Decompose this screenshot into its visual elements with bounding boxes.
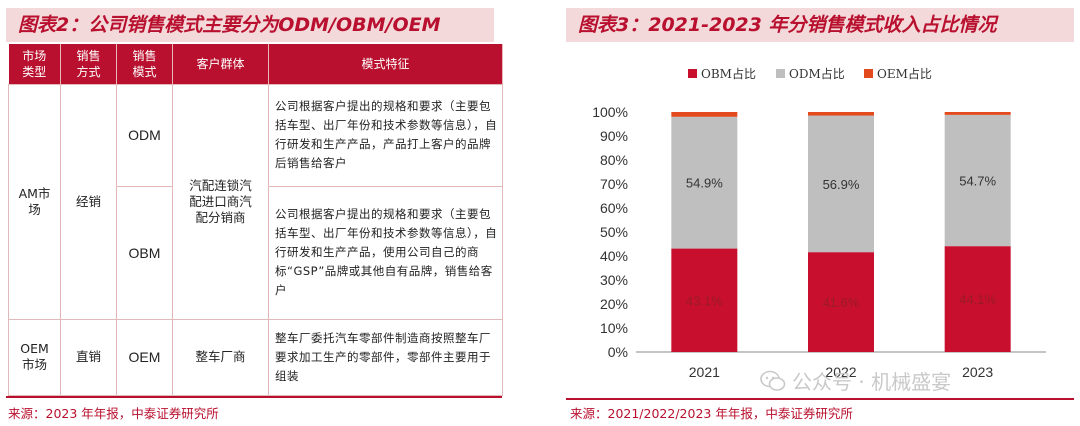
table-row: OEM 市场 直销 OEM 整车厂商 整车厂委托汽车零部件制造商按照整车厂要求加… <box>8 318 503 397</box>
header-sales-mode: 销售 模式 <box>116 44 173 84</box>
right-figure-title: 图表3：2021-2023 年分销售模式收入占比情况 <box>566 8 1074 42</box>
data-label-2022-series-0: 41.6% <box>823 295 860 310</box>
cell-feature-oem: 整车厂委托汽车零部件制造商按照整车厂要求加工生产的零部件，零部件主要用于组装 <box>268 318 503 397</box>
bar-2021-series-0 <box>671 248 738 352</box>
right-bottom-rule <box>566 398 1074 400</box>
header-mode-feature: 模式特征 <box>268 44 503 84</box>
y-tick-label: 0% <box>608 344 628 360</box>
x-tick-label-2022: 2022 <box>825 364 856 380</box>
revenue-share-stacked-bar-chart: OBM占比 ODM占比 OEM占比 0% 10% 20% 30% 40% 50% 60% 70% 80… <box>592 66 1046 380</box>
watermark: 公众号 · 机械盛宴 <box>760 366 951 395</box>
cell-am-customers: 汽配连锁汽 配进口商汽 配分销商 <box>172 83 269 320</box>
bar-2023-series-2 <box>944 112 1011 115</box>
data-label-2022-series-1: 56.9% <box>823 177 860 192</box>
data-label-2023-series-1: 54.7% <box>959 174 996 189</box>
data-label-2021-series-0: 43.1% <box>686 293 723 308</box>
cell-oem-customers: 整车厂商 <box>172 318 269 397</box>
y-tick-label: 70% <box>600 176 628 192</box>
bar-2022-series-0 <box>808 252 874 352</box>
header-market-type: 市场 类型 <box>8 44 61 84</box>
data-label-2021-series-1: 54.9% <box>686 176 723 191</box>
cell-mode-oem: OEM <box>116 318 173 397</box>
y-tick-label: 90% <box>600 128 628 144</box>
cell-feature-obm: 公司根据客户提出的规格和要求（主要包括车型、出厂年份和技术参数等信息），自行研发… <box>268 185 503 320</box>
y-tick-label: 50% <box>600 224 628 240</box>
y-tick-label: 60% <box>600 200 628 216</box>
x-tick-label-2021: 2021 <box>689 364 720 380</box>
y-tick-label: 20% <box>600 296 628 312</box>
cell-oem-sales: 直销 <box>60 318 117 397</box>
cell-mode-obm: OBM <box>116 185 173 320</box>
y-tick-label: 30% <box>600 272 628 288</box>
legend-label-0: OBM占比 <box>701 66 756 81</box>
right-source-note: 来源：2021/2022/2023 年年报，中泰证券研究所 <box>570 406 853 421</box>
table-row: AM市 场 经销 ODM 汽配连锁汽 配进口商汽 配分销商 公司根据客户提出的规… <box>8 83 503 320</box>
left-bottom-rule <box>6 396 502 398</box>
legend-label-2: OEM占比 <box>877 66 932 81</box>
cell-am-market: AM市 场 <box>8 83 61 320</box>
wechat-icon <box>760 370 786 391</box>
header-sales-method: 销售 方式 <box>60 44 117 84</box>
cell-feature-odm: 公司根据客户提出的规格和要求（主要包括车型、出厂年份和技术参数等信息），自行研发… <box>268 83 503 187</box>
data-label-2023-series-0: 44.1% <box>959 292 996 307</box>
header-customer-group: 客户群体 <box>172 44 269 84</box>
sales-mode-table: 市场 类型 销售 方式 销售 模式 客户群体 模式特征 AM市 场 经销 ODM… <box>8 44 503 397</box>
table-row: OBM 公司根据客户提出的规格和要求（主要包括车型、出厂年份和技术参数等信息），… <box>9 185 503 320</box>
bar-2023-series-1 <box>944 114 1011 247</box>
bar-2022-series-2 <box>808 112 874 116</box>
x-tick-label-2023: 2023 <box>962 364 993 380</box>
left-figure-title: 图表2：公司销售模式主要分为ODM/OBM/OEM <box>6 8 494 42</box>
bar-2023-series-0 <box>944 246 1011 352</box>
table-header-row: 市场 类型 销售 方式 销售 模式 客户群体 模式特征 <box>8 44 503 84</box>
y-tick-label: 100% <box>592 104 628 120</box>
cell-oem-market: OEM 市场 <box>8 318 61 397</box>
legend-swatch-1 <box>776 69 785 78</box>
cell-mode-odm: ODM <box>116 83 173 187</box>
bar-2022-series-1 <box>808 115 874 253</box>
legend-swatch-2 <box>864 69 873 78</box>
y-tick-label: 10% <box>600 320 628 336</box>
y-tick-label: 80% <box>600 152 628 168</box>
cell-am-sales: 经销 <box>60 83 117 320</box>
watermark-text: 公众号 · 机械盛宴 <box>792 370 952 394</box>
bar-2021-series-2 <box>671 112 738 117</box>
bar-2021-series-1 <box>671 116 738 249</box>
legend-label-1: ODM占比 <box>789 66 845 81</box>
legend-swatch-0 <box>688 69 697 78</box>
left-source-note: 来源：2023 年年报，中泰证券研究所 <box>8 406 219 421</box>
y-tick-label: 40% <box>600 248 628 264</box>
